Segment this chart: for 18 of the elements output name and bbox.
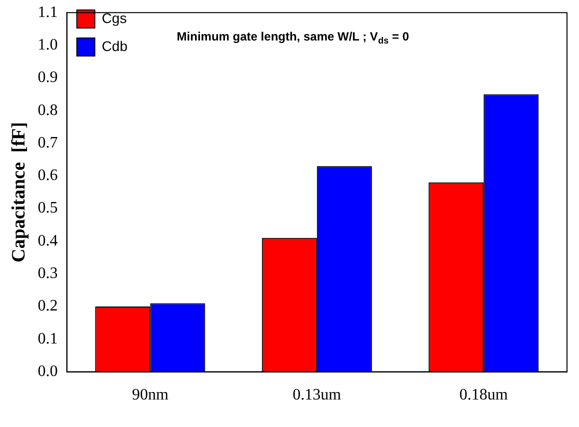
y-axis-title: Capacitance [fF] — [8, 122, 30, 262]
y-tick-label: 0.0 — [38, 363, 58, 380]
x-tick-label: 0.13um — [292, 386, 342, 404]
y-tick-label: 0.8 — [38, 102, 58, 119]
x-tick-label: 90nm — [132, 386, 169, 404]
y-tick-label: 0.9 — [38, 69, 58, 86]
y-tick-label: 0.6 — [38, 167, 58, 184]
y-tick-label: 1.1 — [38, 4, 58, 21]
y-tick-label: 1.0 — [38, 36, 58, 54]
y-tick-label: 0.1 — [38, 330, 58, 348]
y-tick-label: 0.5 — [38, 200, 58, 217]
x-tick-label: 0.18um — [459, 386, 508, 404]
y-tick-label: 0.7 — [38, 134, 58, 152]
y-tick-label: 0.4 — [38, 232, 58, 250]
legend-label: Cdb — [102, 38, 128, 54]
y-tick-label: 0.2 — [38, 298, 58, 315]
y-tick-label: 0.3 — [38, 265, 58, 282]
legend-label: Cgs — [102, 10, 127, 26]
